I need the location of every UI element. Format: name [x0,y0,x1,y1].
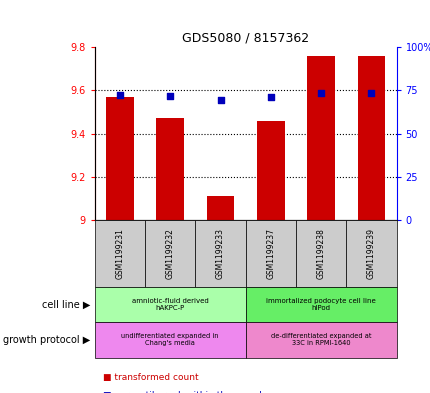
Text: undifferentiated expanded in
Chang's media: undifferentiated expanded in Chang's med… [121,333,218,347]
Bar [156,118,184,220]
Bar [206,196,234,220]
Bar [245,322,396,358]
Point [367,90,374,96]
Text: GSM1199233: GSM1199233 [215,228,224,279]
Bar [295,220,345,287]
Bar [195,220,245,287]
Bar [245,220,295,287]
Bar [307,56,334,220]
Point [116,92,123,98]
Point [267,94,273,101]
Bar [256,121,284,220]
Text: de-differentiated expanded at
33C in RPMI-1640: de-differentiated expanded at 33C in RPM… [270,333,371,347]
Text: GSM1199231: GSM1199231 [115,228,124,279]
Point [217,97,224,103]
Text: ■ percentile rank within the sample: ■ percentile rank within the sample [103,391,267,393]
Bar [95,322,245,358]
Bar [345,220,396,287]
Title: GDS5080 / 8157362: GDS5080 / 8157362 [182,31,308,44]
Bar [245,287,396,322]
Text: cell line ▶: cell line ▶ [42,299,90,310]
Text: GSM1199232: GSM1199232 [166,228,174,279]
Text: ■ transformed count: ■ transformed count [103,373,199,382]
Text: growth protocol ▶: growth protocol ▶ [3,335,90,345]
Bar [357,56,384,220]
Bar [95,220,145,287]
Point [317,90,324,96]
Text: GSM1199238: GSM1199238 [316,228,325,279]
Text: amniotic-fluid derived
hAKPC-P: amniotic-fluid derived hAKPC-P [132,298,208,311]
Bar [106,97,133,220]
Text: GSM1199239: GSM1199239 [366,228,375,279]
Text: GSM1199237: GSM1199237 [266,228,275,279]
Bar [145,220,195,287]
Text: immortalized podocyte cell line
hIPod: immortalized podocyte cell line hIPod [266,298,375,311]
Bar [95,287,245,322]
Point [166,93,173,99]
